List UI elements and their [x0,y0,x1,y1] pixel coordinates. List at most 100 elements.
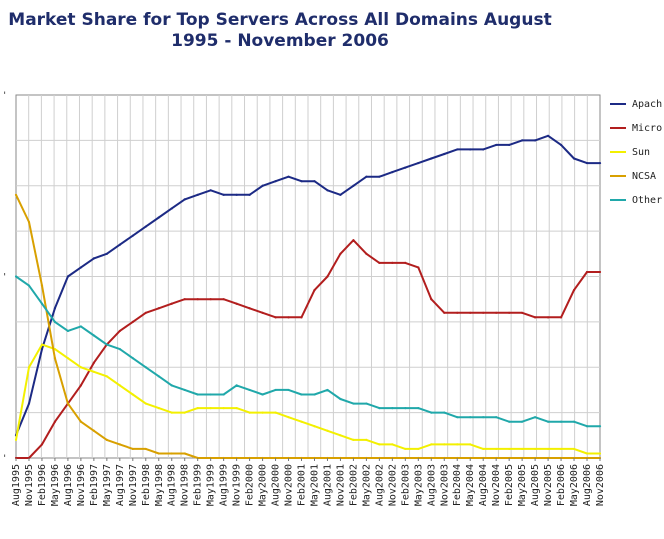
x-tick-label: Nov1999 [232,464,243,506]
x-tick-label: Nov1996 [76,464,87,506]
data-point [183,411,186,414]
data-point [209,393,212,396]
data-point [495,416,498,419]
data-point [378,406,381,410]
data-point [469,416,472,419]
x-tick-label: Nov1995 [24,464,35,506]
data-point [313,425,316,428]
data-point [287,416,290,419]
data-point [235,302,238,305]
series-line [15,194,600,459]
data-point [92,257,95,260]
data-point [572,420,576,423]
data-point [196,193,199,196]
x-tick-label: Aug2004 [478,464,489,506]
data-point [131,234,134,237]
data-point [40,343,44,346]
data-point [222,193,225,196]
data-point [378,443,381,446]
legend-label: Apach [632,99,662,110]
data-point [430,411,433,414]
data-point [534,416,537,419]
legend-item-ncsa: NCSA [610,171,656,182]
data-point [339,397,342,401]
y-tick-label: ' [2,454,7,464]
data-point [391,261,394,264]
data-point [508,447,511,451]
data-point [274,388,277,392]
data-point [300,393,303,396]
data-point [339,252,342,255]
data-point [79,366,82,369]
data-point [235,384,238,387]
data-point [157,307,160,310]
x-tick-label: May2002 [361,464,372,506]
data-point [534,316,537,319]
data-point [430,443,433,446]
data-point [40,348,44,351]
data-point [131,447,134,451]
x-tick-label: May2000 [258,464,269,506]
data-point [572,157,576,160]
y-tick-label: ' [2,273,7,283]
data-point [585,270,589,274]
data-point [209,298,212,301]
data-point [183,298,186,301]
data-point [417,266,420,269]
data-point [482,311,485,314]
x-tick-label: Feb1998 [141,464,152,506]
x-tick-label: Aug2000 [271,464,282,506]
data-point [352,239,355,242]
x-tick-label: May2001 [309,464,320,506]
data-point [598,270,602,274]
data-point [417,406,420,410]
x-tick-label: Nov2005 [543,464,554,506]
data-point [585,425,589,428]
data-point [131,320,134,323]
x-tick-label: Nov2003 [439,464,450,506]
x-axis: Aug1995 Nov1995 Feb1996 May1996 Aug1996 Nov19… [11,458,606,506]
series-sun [14,343,602,455]
data-point [495,447,498,451]
data-point [209,406,212,410]
series-lines [14,134,602,460]
data-point [443,311,446,314]
x-tick-label: Aug1995 [11,464,22,506]
data-point [456,443,459,446]
data-point [326,388,329,392]
data-point [404,447,407,451]
series-line [15,343,600,455]
data-point [261,411,264,414]
data-point [196,393,199,396]
x-tick-label: Feb2001 [297,464,308,506]
data-point [261,311,264,314]
x-tick-label: Aug1998 [167,464,178,506]
data-point [534,139,537,142]
legend-item-microsoft: Micro [610,123,662,134]
x-tick-label: Feb2002 [348,464,359,506]
data-point [170,302,173,305]
data-point [469,311,472,314]
data-point [300,420,303,423]
data-point [585,452,589,455]
series-microsoft [14,239,602,460]
x-tick-label: Nov2006 [595,464,606,506]
x-tick-label: Feb1997 [89,464,100,506]
data-point [157,452,160,455]
x-tick-label: May1996 [50,464,61,506]
data-point [27,220,31,224]
data-point [170,384,173,387]
legend: Apach Micro Sun NCSA Other [610,99,662,206]
data-point [391,406,394,410]
data-point [417,161,420,165]
data-point [248,193,251,196]
data-point [469,443,472,446]
x-tick-label: Feb2005 [504,464,515,506]
x-tick-label: Aug1996 [63,464,74,506]
data-point [105,343,108,346]
data-point [585,161,589,165]
data-point [508,311,511,314]
x-tick-label: Feb2004 [452,464,463,506]
data-point [261,184,264,187]
